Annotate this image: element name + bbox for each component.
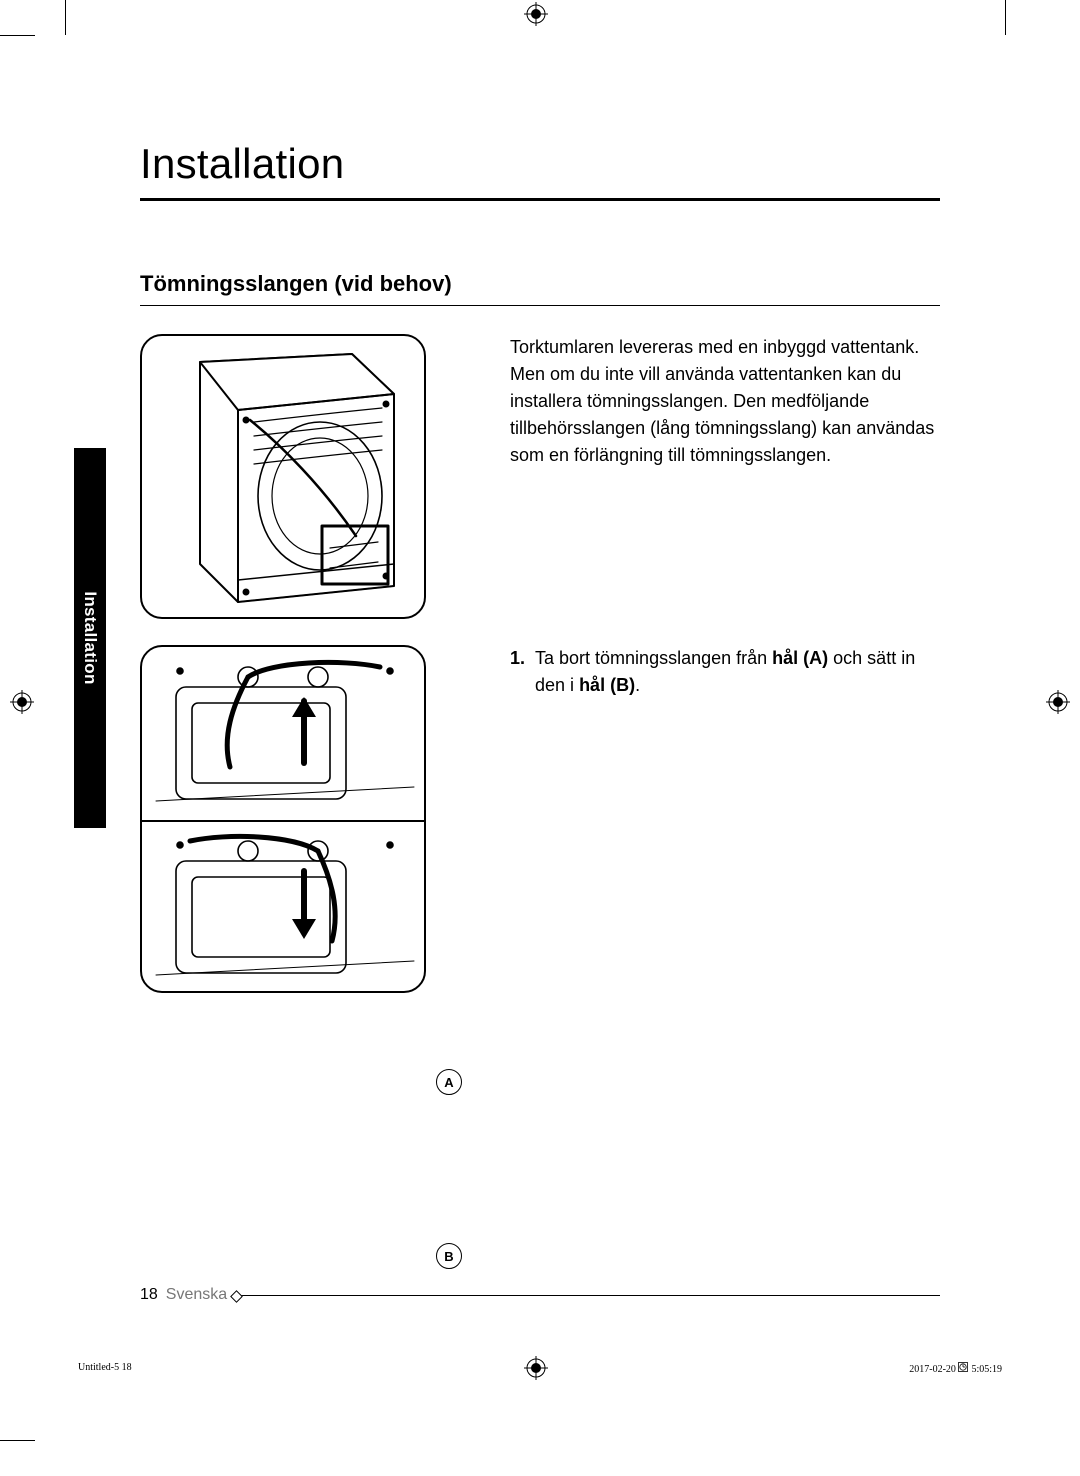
step-text-bold: hål (B) bbox=[579, 675, 635, 695]
figure-dryer-rear bbox=[140, 334, 426, 619]
callout-b-label: B bbox=[444, 1249, 453, 1264]
page-number: 18 bbox=[140, 1286, 158, 1303]
print-slug-right: 2017-02-20 5:05:19 bbox=[909, 1362, 1002, 1377]
step-text-bold: hål (A) bbox=[772, 648, 828, 668]
registration-mark-icon bbox=[524, 1356, 548, 1380]
title-rule bbox=[140, 198, 940, 201]
step-text-part: . bbox=[635, 675, 640, 695]
crop-mark bbox=[1005, 0, 1006, 35]
registration-mark-icon bbox=[1046, 690, 1070, 714]
print-slug-left: Untitled-5 18 bbox=[78, 1362, 132, 1373]
section-side-tab: Installation bbox=[74, 448, 106, 828]
section-title: Tömningsslangen (vid behov) bbox=[140, 271, 940, 297]
callout-b: B bbox=[436, 1243, 462, 1269]
registration-mark-icon bbox=[524, 2, 548, 26]
figure-drain-closeup bbox=[140, 645, 426, 993]
section-rule bbox=[140, 305, 940, 306]
intro-paragraph: Torktumlaren levereras med en inbyggd va… bbox=[510, 334, 940, 469]
crop-mark bbox=[0, 1440, 35, 1441]
page-footer-rule bbox=[238, 1295, 940, 1296]
callout-a-label: A bbox=[444, 1075, 453, 1090]
section-side-tab-label: Installation bbox=[80, 591, 100, 684]
page-title: Installation bbox=[140, 140, 940, 188]
page-footer: 18 Svenska bbox=[140, 1286, 227, 1304]
step-number: 1. bbox=[510, 645, 525, 699]
callout-a: A bbox=[436, 1069, 462, 1095]
crop-mark bbox=[65, 0, 66, 35]
step-text: Ta bort tömningsslangen från hål (A) och… bbox=[535, 645, 940, 699]
page-language: Svenska bbox=[166, 1286, 227, 1303]
print-slug-time: 5:05:19 bbox=[971, 1364, 1002, 1375]
step-text-part: Ta bort tömningsslangen från bbox=[535, 648, 772, 668]
registration-mark-icon bbox=[10, 690, 34, 714]
clock-icon bbox=[958, 1362, 968, 1375]
step-item: 1. Ta bort tömningsslangen från hål (A) … bbox=[510, 645, 940, 699]
crop-mark bbox=[0, 35, 35, 36]
print-slug-date: 2017-02-20 bbox=[909, 1364, 958, 1375]
